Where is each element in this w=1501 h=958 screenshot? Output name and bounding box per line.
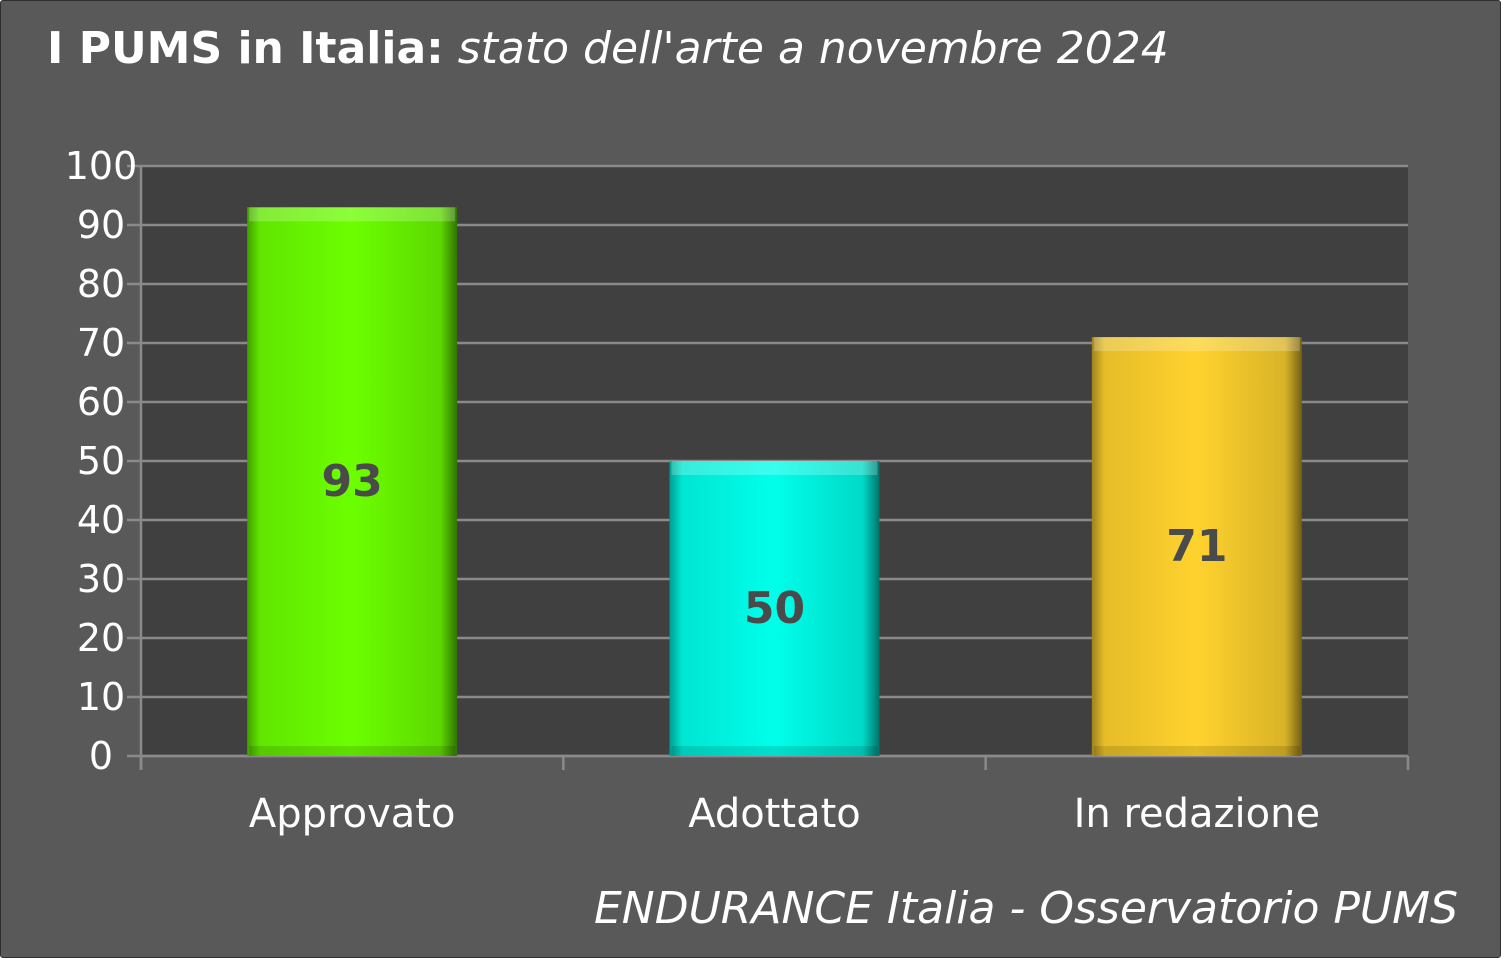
chart-title: I PUMS in Italia: stato dell'arte a nove…: [47, 19, 1169, 79]
data-label: 71: [1166, 521, 1227, 572]
bar-approvato: [247, 207, 458, 757]
bar-bottom-bevel: [671, 746, 878, 756]
bar-top-bevel: [1093, 337, 1300, 352]
y-tick-label: 70: [77, 321, 125, 365]
bars: [247, 207, 1302, 757]
y-tick-label: 10: [77, 675, 125, 719]
y-tick-label: 60: [77, 380, 125, 424]
y-tick-label: 100: [65, 144, 138, 188]
bar-adottato: [669, 461, 880, 756]
data-label: 93: [322, 456, 383, 507]
labels: 0 10 20 30 40 50 60 70 80 90 100 93 Approvato 50 Adott…: [65, 144, 1320, 837]
y-tick-label: 30: [77, 557, 125, 601]
chart-title-subtitle: stato dell'arte a novembre 2024: [457, 23, 1169, 74]
y-tick-label: 0: [89, 734, 113, 778]
y-tick-label: 20: [77, 616, 125, 660]
bar-top-bevel: [249, 207, 456, 222]
y-tick-label: 90: [77, 203, 125, 247]
bar-bottom-bevel: [249, 746, 456, 756]
chart-title-main: I PUMS in Italia:: [47, 23, 444, 74]
x-category-label: Adottato: [688, 791, 861, 837]
bar-in-redazione: [1091, 337, 1302, 756]
x-category-label: In redazione: [1074, 791, 1320, 837]
y-tick-label: 80: [77, 262, 125, 306]
y-tick-label: 40: [77, 498, 125, 542]
bar-bottom-bevel: [1093, 746, 1300, 756]
y-tick-label: 50: [77, 439, 125, 483]
data-label: 50: [744, 583, 805, 634]
x-category-label: Approvato: [249, 791, 456, 837]
bar-top-bevel: [671, 461, 878, 475]
source-credit: ENDURANCE Italia - Osservatorio PUMS: [593, 883, 1458, 934]
